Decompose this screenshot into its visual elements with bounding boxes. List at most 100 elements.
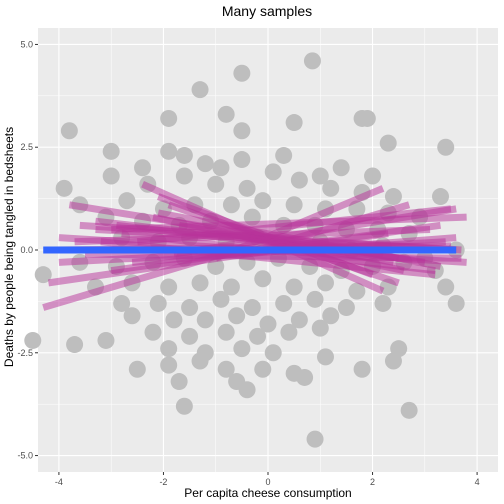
- data-point: [400, 401, 418, 419]
- data-point: [212, 290, 230, 308]
- data-point: [160, 142, 178, 160]
- data-point: [102, 167, 120, 185]
- data-point: [379, 134, 397, 152]
- data-point: [259, 315, 277, 333]
- data-point: [311, 319, 329, 337]
- data-point: [160, 340, 178, 358]
- data-point: [144, 323, 162, 341]
- data-point: [222, 278, 240, 296]
- data-point: [24, 331, 42, 349]
- data-point: [233, 122, 251, 140]
- data-point: [238, 179, 256, 197]
- y-tick-label: -2.5: [17, 348, 33, 358]
- data-point: [233, 64, 251, 82]
- y-axis-title: Deaths by people being tangled in bedshe…: [2, 127, 16, 367]
- data-point: [290, 311, 308, 329]
- data-point: [175, 146, 193, 164]
- data-point: [97, 331, 115, 349]
- data-point: [217, 360, 235, 378]
- data-point: [337, 299, 355, 317]
- x-tick-label: -4: [55, 477, 63, 487]
- data-point: [207, 175, 225, 193]
- data-point: [217, 323, 235, 341]
- chart-title: Many samples: [222, 3, 312, 19]
- data-point: [175, 167, 193, 185]
- data-point: [238, 381, 256, 399]
- data-point: [191, 352, 209, 370]
- data-point: [128, 360, 146, 378]
- data-point: [34, 266, 52, 284]
- data-point: [285, 278, 303, 296]
- data-point: [275, 294, 293, 312]
- data-point: [285, 114, 303, 132]
- data-point: [275, 146, 293, 164]
- data-point: [160, 109, 178, 127]
- data-point: [102, 142, 120, 160]
- data-point: [60, 122, 78, 140]
- data-point: [181, 327, 199, 345]
- data-point: [364, 167, 382, 185]
- data-point: [66, 336, 84, 354]
- data-point: [113, 294, 131, 312]
- data-point: [217, 105, 235, 123]
- data-point: [233, 151, 251, 169]
- data-point: [280, 323, 298, 341]
- data-point: [353, 360, 371, 378]
- data-point: [358, 109, 376, 127]
- x-tick-label: 0: [265, 477, 270, 487]
- data-point: [374, 294, 392, 312]
- data-point: [432, 188, 449, 206]
- data-point: [196, 311, 214, 329]
- data-point: [160, 356, 178, 374]
- x-tick-label: 2: [370, 477, 375, 487]
- x-tick-label: -2: [159, 477, 167, 487]
- y-tick-label: -5.0: [17, 451, 33, 461]
- data-point: [191, 81, 209, 99]
- data-point: [134, 159, 152, 177]
- y-tick-label: 2.5: [20, 142, 33, 152]
- data-point: [160, 278, 178, 296]
- data-point: [285, 196, 303, 214]
- data-point: [170, 373, 188, 391]
- data-point: [348, 282, 366, 300]
- data-point: [317, 274, 334, 292]
- data-point: [296, 368, 314, 386]
- data-point: [233, 340, 251, 358]
- data-point: [165, 311, 183, 329]
- y-tick-label: 5.0: [20, 39, 33, 49]
- data-point: [311, 167, 329, 185]
- data-point: [118, 192, 136, 210]
- data-point: [191, 274, 209, 292]
- data-point: [322, 307, 340, 325]
- data-point: [264, 344, 282, 362]
- data-point: [306, 430, 324, 448]
- y-tick-label: 0.0: [20, 245, 33, 255]
- data-point: [212, 159, 230, 177]
- data-point: [254, 270, 272, 288]
- data-point: [437, 138, 455, 156]
- data-point: [254, 192, 272, 210]
- data-point: [249, 327, 267, 345]
- data-point: [55, 179, 73, 197]
- data-point: [264, 163, 282, 181]
- data-point: [322, 179, 340, 197]
- data-point: [228, 307, 246, 325]
- x-axis-ticks: -4 -2 0 2 4: [55, 472, 480, 487]
- x-tick-label: 4: [475, 477, 480, 487]
- data-point: [306, 290, 324, 308]
- data-point: [317, 348, 334, 366]
- data-point: [303, 52, 321, 70]
- data-point: [196, 155, 214, 173]
- data-point: [384, 188, 402, 206]
- data-point: [175, 397, 193, 415]
- x-axis-title: Per capita cheese consumption: [184, 486, 351, 500]
- y-axis-ticks: -5.0 -2.5 0.0 2.5 5.0: [17, 39, 38, 461]
- data-point: [254, 360, 272, 378]
- data-point: [222, 196, 240, 214]
- data-point: [181, 299, 199, 317]
- data-point: [149, 294, 167, 312]
- data-point: [384, 352, 402, 370]
- data-point: [243, 299, 261, 317]
- data-point: [290, 171, 308, 189]
